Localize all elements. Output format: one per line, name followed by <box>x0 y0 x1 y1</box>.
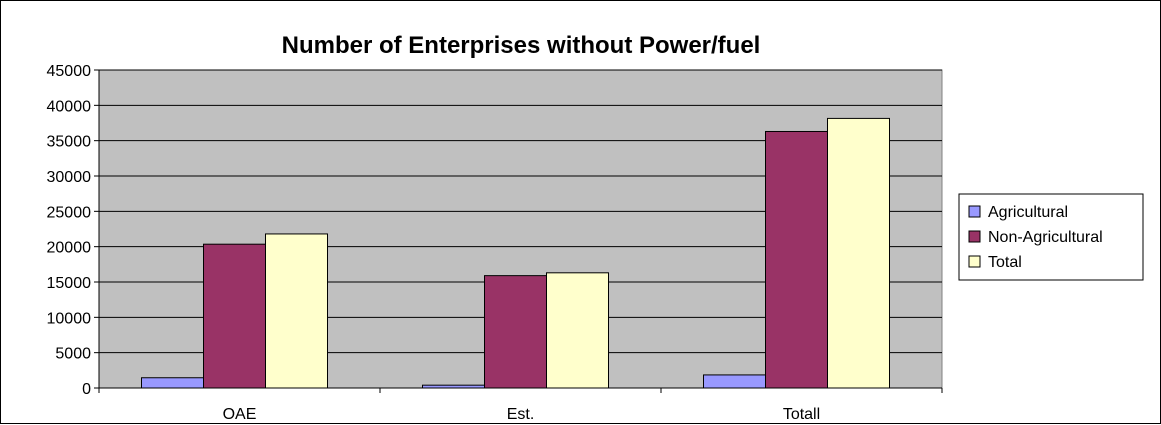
legend-swatch-total <box>968 255 981 268</box>
bar-non-agricultural-0 <box>203 243 266 389</box>
bar-agricultural-0 <box>141 377 204 389</box>
y-tick-label: 30000 <box>47 169 92 186</box>
x-tick-label: Est. <box>507 406 535 423</box>
legend <box>958 193 1144 281</box>
chart-title: Number of Enterprises without Power/fuel <box>282 32 761 59</box>
bar-non-agricultural-1 <box>484 275 547 389</box>
bar-agricultural-2 <box>703 374 766 389</box>
x-tick-label: Totall <box>783 406 820 423</box>
legend-swatch-agricultural <box>968 205 981 218</box>
y-tick-label: 35000 <box>47 134 92 151</box>
y-tick-label: 5000 <box>55 346 91 363</box>
y-tick-label: 15000 <box>47 275 92 292</box>
y-tick-label: 20000 <box>47 240 92 257</box>
bar-non-agricultural-2 <box>765 130 828 389</box>
y-tick-label: 0 <box>82 381 91 398</box>
y-tick-label: 25000 <box>47 204 92 221</box>
bar-agricultural-1 <box>422 384 485 389</box>
bar-total-0 <box>265 233 328 389</box>
legend-label: Total <box>988 254 1022 271</box>
y-tick-label: 10000 <box>47 310 92 327</box>
legend-swatch-non-agricultural <box>968 230 981 243</box>
bar-total-1 <box>546 272 609 389</box>
legend-label: Agricultural <box>988 204 1068 221</box>
y-tick-label: 45000 <box>47 63 92 80</box>
bar-total-2 <box>827 117 890 389</box>
y-tick-label: 40000 <box>47 98 92 115</box>
legend-label: Non-Agricultural <box>988 229 1103 246</box>
x-tick-label: OAE <box>223 406 257 423</box>
